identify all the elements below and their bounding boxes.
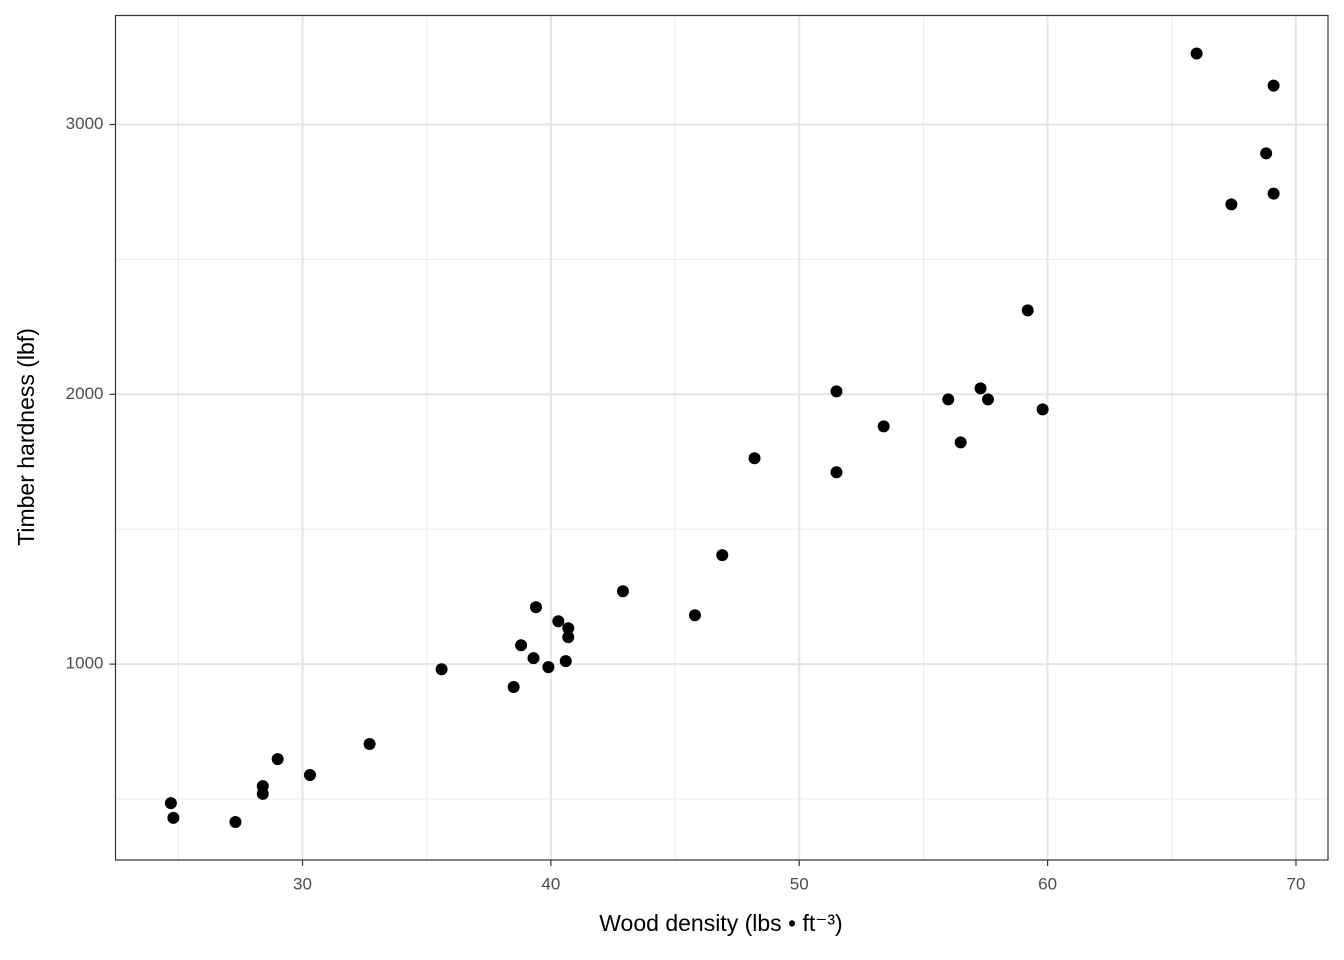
point	[616, 585, 629, 598]
y-tick-label: 1000	[66, 654, 104, 673]
point	[164, 797, 177, 810]
point	[562, 622, 575, 635]
x-tick-label: 60	[1038, 874, 1057, 893]
plot-border	[114, 14, 1329, 861]
x-tick-label: 50	[790, 874, 809, 893]
point	[1190, 47, 1203, 60]
y-tick-label: 3000	[66, 114, 104, 133]
point	[1260, 147, 1273, 160]
point	[1267, 79, 1280, 92]
point	[954, 436, 967, 449]
point	[830, 385, 843, 398]
point	[1036, 403, 1049, 416]
point	[256, 787, 269, 800]
point	[271, 753, 284, 766]
point	[559, 655, 572, 668]
point	[1225, 198, 1238, 211]
point	[974, 382, 987, 395]
point	[363, 737, 376, 750]
point	[229, 815, 242, 828]
x-tick-label: 40	[541, 874, 560, 893]
point	[562, 631, 575, 644]
x-tick-label: 30	[293, 874, 312, 893]
point	[507, 681, 520, 694]
point	[942, 393, 955, 406]
point	[527, 652, 540, 665]
point	[303, 769, 316, 782]
point	[529, 601, 542, 614]
point	[981, 393, 994, 406]
point	[435, 663, 448, 676]
x-axis-title: Wood density (lbs • ft⁻³)	[599, 910, 842, 936]
point	[877, 420, 890, 433]
point	[515, 639, 528, 652]
point	[716, 549, 729, 562]
point	[552, 615, 565, 628]
point	[748, 452, 761, 465]
point	[542, 661, 555, 674]
y-axis-title: Timber hardness (lbf)	[13, 328, 39, 546]
point	[1267, 187, 1280, 200]
point	[167, 811, 180, 824]
y-tick-label: 2000	[66, 384, 104, 403]
x-tick-label: 70	[1287, 874, 1306, 893]
point	[1021, 304, 1034, 317]
point	[830, 466, 843, 479]
point	[688, 609, 701, 622]
